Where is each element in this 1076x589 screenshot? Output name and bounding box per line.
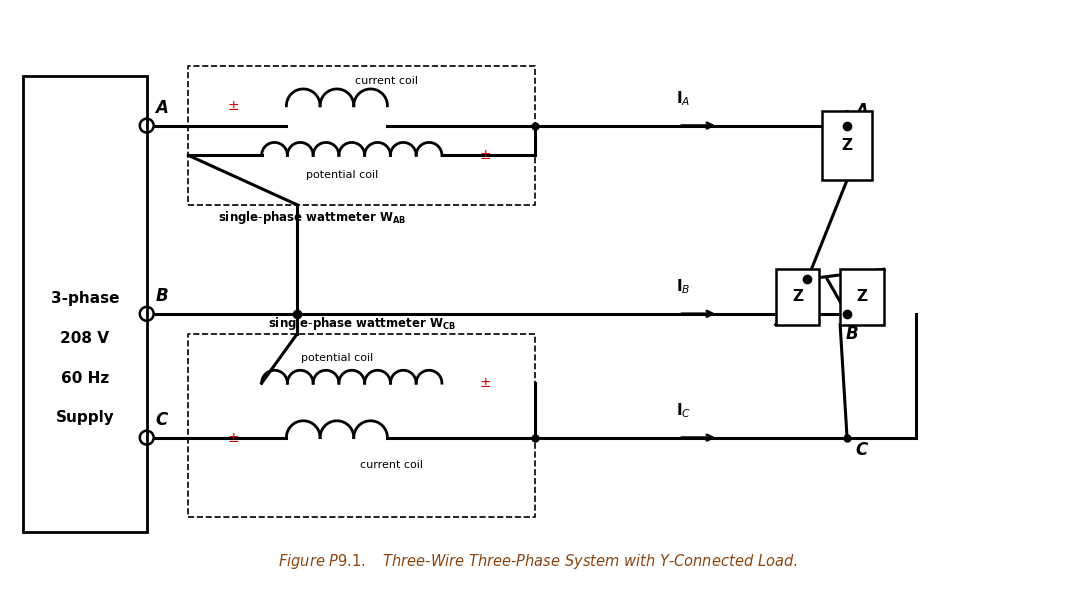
Text: Z: Z — [856, 289, 867, 305]
Text: potential coil: potential coil — [301, 353, 373, 363]
Text: ±: ± — [227, 99, 239, 113]
FancyBboxPatch shape — [840, 269, 883, 325]
Text: $\mathbf{I}_C$: $\mathbf{I}_C$ — [676, 401, 691, 420]
Text: Z: Z — [792, 289, 803, 305]
Bar — [188, 333, 535, 517]
Text: Z: Z — [841, 138, 852, 153]
Text: ±: ± — [227, 431, 239, 445]
Text: $\bf{single\text{-}phase\ wattmeter}$ $\bf{W_{AB}}$: $\bf{single\text{-}phase\ wattmeter}$ $\… — [218, 209, 407, 226]
Text: potential coil: potential coil — [306, 170, 378, 180]
Text: $\mathbf{I}_A$: $\mathbf{I}_A$ — [677, 89, 691, 108]
Text: 208 V: 208 V — [60, 331, 110, 346]
Text: Supply: Supply — [56, 411, 114, 425]
Text: 60 Hz: 60 Hz — [60, 370, 109, 386]
Text: A: A — [855, 102, 868, 120]
Text: B: B — [846, 325, 859, 343]
Text: current coil: current coil — [359, 461, 423, 471]
Text: current coil: current coil — [355, 76, 417, 86]
Text: A: A — [155, 99, 168, 117]
Text: C: C — [155, 411, 168, 429]
Bar — [23, 76, 146, 532]
Text: $\bf{single\text{-}phase\ wattmeter}$ $\bf{W_{CB}}$: $\bf{single\text{-}phase\ wattmeter}$ $\… — [268, 315, 455, 332]
Text: C: C — [855, 441, 868, 458]
Text: ±: ± — [480, 376, 492, 390]
Text: B: B — [155, 287, 168, 305]
Text: ±: ± — [480, 148, 492, 163]
Text: $\mathbf{I}_B$: $\mathbf{I}_B$ — [677, 277, 691, 296]
Bar — [822, 111, 872, 180]
Text: 3-phase: 3-phase — [51, 292, 119, 306]
FancyBboxPatch shape — [776, 269, 819, 325]
Bar — [188, 66, 535, 205]
Text: $\it{Figure\ P9.1.}$$\quad$$\it{Three\text{-}Wire\ Three\text{-}Phase\ System\ w: $\it{Figure\ P9.1.}$$\quad$$\it{Three\te… — [279, 552, 797, 571]
